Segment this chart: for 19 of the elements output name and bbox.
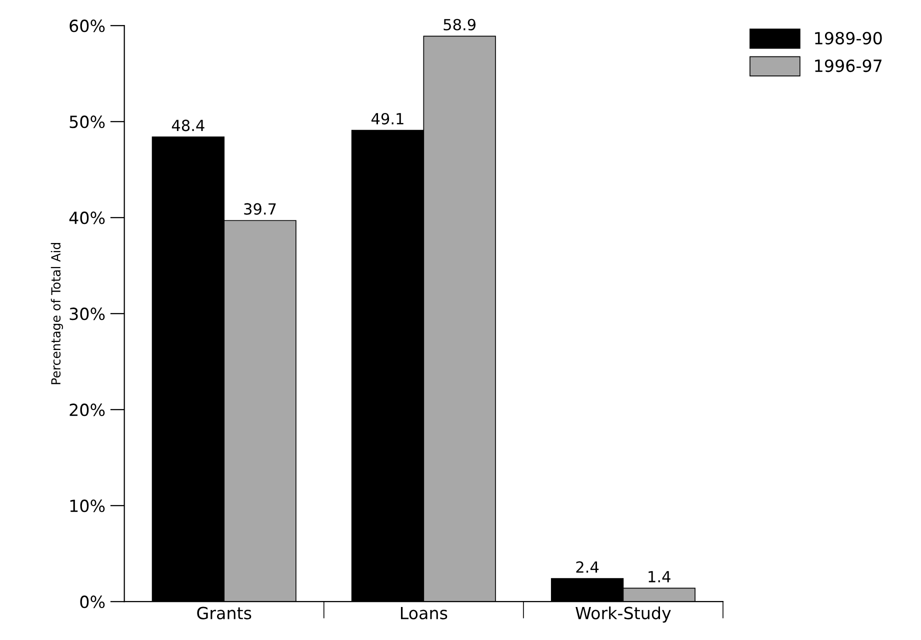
y-tick-label: 40%: [69, 212, 105, 224]
legend-label: 1989-90: [815, 32, 882, 44]
legend-label: 1996-97: [815, 59, 882, 72]
y-tick-label: 60%: [70, 20, 105, 32]
data-label: 48.4: [172, 120, 204, 132]
data-label: 1.4: [648, 571, 670, 582]
y-axis-title: Percentage of Total Aid: [50, 243, 63, 384]
data-label: 49.1: [371, 112, 404, 124]
x-tick-label: Work-Study: [576, 606, 671, 623]
data-label: 58.9: [444, 18, 476, 30]
y-tick-label: 10%: [70, 500, 105, 512]
y-tick-label: 30%: [70, 308, 105, 320]
x-tick-label: Loans: [400, 606, 448, 620]
x-tick-label: Grants: [197, 606, 252, 620]
data-label: 2.4: [576, 561, 599, 573]
y-tick-label: 0%: [80, 596, 105, 608]
y-tick-label: 20%: [70, 404, 105, 416]
y-tick-label: 50%: [70, 116, 105, 128]
data-label: 39.7: [244, 203, 276, 215]
